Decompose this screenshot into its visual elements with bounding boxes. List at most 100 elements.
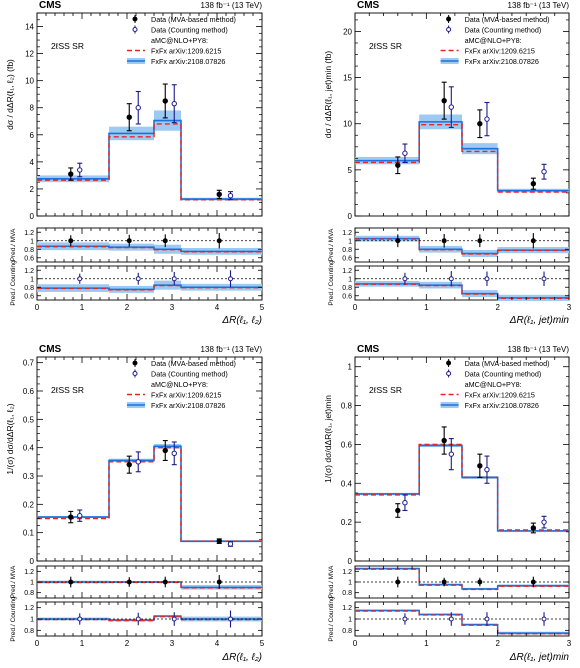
ratio-data-point [484, 616, 490, 622]
chart-panel-bottom-left: CMS 138 fb⁻¹ (13 TeV) 0 0.1 0.2 0.3 0.4 0.5 0.6 0… [5, 344, 265, 663]
x-tick-label: 2 [495, 639, 500, 648]
ratio-data-point [135, 276, 141, 282]
ratio-panel-ratio-mva: 0.8 1 1.2 Pred./ MVA [10, 565, 263, 599]
x-tick-label: 4 [215, 303, 220, 312]
legend-marker [446, 360, 452, 366]
y-tick-label: 0.2 [341, 518, 353, 527]
data-mva-point [126, 114, 132, 120]
region-label: 2ℓSS SR [51, 41, 84, 51]
ratio-y-tick-label: 1 [348, 238, 352, 245]
y-tick-label: 0.8 [341, 402, 353, 411]
ratio-y-tick-label: 0.8 [24, 590, 34, 597]
ratio-y-tick-label: 0.6 [342, 255, 352, 262]
x-tick-label: 3 [567, 639, 572, 648]
ratio-data-point [395, 579, 401, 585]
y-tick-label: 1 [348, 363, 353, 372]
ratio-y-tick-label: 1 [30, 238, 34, 245]
ratio-y-label: Pred./ Counting [10, 260, 17, 306]
x-tick-label: 3 [567, 303, 572, 312]
y-tick-label: 10 [25, 77, 34, 86]
legend-label: Data (Counting method) [465, 370, 542, 379]
legend-label: aMC@NLO+PY8: [151, 36, 208, 45]
ratio-y-tick-label: 1.2 [24, 569, 34, 576]
ratio-data-point [126, 238, 132, 244]
ratio-y-tick-label: 0.6 [342, 293, 352, 300]
legend-marker [132, 371, 138, 376]
ratio-y-tick-label: 1 [30, 617, 34, 624]
ratio-y-tick-label: 0.8 [342, 628, 352, 635]
series-fxfx-2009 [37, 446, 262, 542]
plot-frame [36, 356, 263, 562]
data-counting-point [448, 451, 454, 457]
legend-marker [446, 371, 452, 376]
legend-label: aMC@NLO+PY8: [465, 380, 522, 389]
lumi-label: 138 fb⁻¹ (13 TeV) [201, 345, 263, 354]
x-tick-label: 1 [424, 639, 429, 648]
x-axis-label: ΔR(ℓ₁, jet)min [509, 652, 570, 663]
y-tick-label: 20 [343, 27, 352, 36]
region-label: 2ℓSS SR [369, 385, 402, 395]
experiment-label: CMS [39, 344, 62, 355]
data-counting-point [77, 512, 83, 519]
ratio-data-point [126, 579, 132, 585]
data-counting-point [484, 466, 490, 473]
x-axis-label: ΔR(ℓ₁, jet)min [509, 315, 570, 326]
ratio-y-label: Pred./ Counting [328, 260, 335, 306]
x-tick-label: 1 [80, 639, 85, 648]
ratio-data-point [68, 579, 74, 585]
ratio-y-tick-label: 1.2 [342, 605, 352, 612]
ratio-data-point [402, 616, 408, 622]
ratio-y-tick-label: 1.2 [342, 230, 352, 237]
ratio-data-point [68, 238, 74, 244]
legend-label: FxFx arXiv:2108.07826 [151, 401, 225, 410]
ratio-y-label: Pred./ MVA [328, 565, 335, 598]
ratio-panel-ratio-counting: 0.8 1 1.2 0 1 2 3 Pred./ Counting [328, 596, 572, 648]
experiment-label: CMS [357, 0, 380, 11]
legend-label: FxFx arXiv:2108.07826 [465, 57, 539, 66]
x-tick-label: 2 [125, 639, 130, 648]
ratio-y-tick-label: 0.6 [24, 293, 34, 300]
ratio-data-point [77, 616, 83, 622]
ratio-y-tick-label: 0.8 [342, 247, 352, 254]
y-tick-label: 10 [343, 120, 352, 129]
x-tick-label: 1 [424, 303, 429, 312]
x-tick-label: 3 [170, 303, 175, 312]
y-tick-label: 14 [25, 23, 34, 32]
data-mva-point [216, 538, 222, 544]
chart-panel-bottom-right: CMS 138 fb⁻¹ (13 TeV) 0 0.2 0.4 0.6 0.8 1 1/(σ) … [323, 344, 572, 663]
ratio-frame [354, 227, 570, 263]
y-tick-label: 15 [343, 74, 352, 83]
data-counting-point [448, 104, 454, 110]
data-counting-point [402, 500, 408, 506]
x-tick-label: 5 [260, 303, 265, 312]
legend-label: Data (MVA-based method) [151, 15, 236, 24]
x-tick-label: 0 [353, 639, 358, 648]
ratio-y-tick-label: 0.8 [24, 285, 34, 292]
y-axis-label: 1/(σ) dσ/dΔR(ℓ₁, ℓ₂) [5, 403, 15, 474]
x-tick-label: 4 [215, 639, 220, 648]
data-mva-point [162, 447, 168, 454]
ratio-data-point [228, 616, 233, 622]
ratio-panel-ratio-mva: 0.60.8 11.2 Pred./ MVA [10, 227, 263, 263]
legend-label: Data (Counting method) [151, 26, 228, 35]
ratio-panel-ratio-mva: 0.60.8 11.2 Pred./ MVA [328, 227, 570, 263]
data-mva-point [477, 121, 483, 127]
region-label: 2ℓSS SR [369, 41, 402, 51]
legend-marker [446, 27, 452, 32]
ratio-data-point [530, 238, 536, 244]
y-tick-label: 4 [30, 158, 35, 167]
ratio-data-point [162, 579, 168, 585]
ratio-fxfx-2009 [37, 284, 262, 291]
y-tick-label: 0 [30, 212, 35, 221]
ratio-data-point [541, 276, 547, 282]
ratio-y-tick-label: 1.2 [24, 268, 34, 275]
ratio-data-point [477, 579, 483, 585]
data-mva-point [126, 461, 132, 468]
x-tick-label: 2 [495, 303, 500, 312]
ratio-y-tick-label: 1.2 [24, 230, 34, 237]
ratio-y-tick-label: 1.2 [342, 268, 352, 275]
legend-label: FxFx arXiv:1209.6215 [465, 47, 535, 56]
